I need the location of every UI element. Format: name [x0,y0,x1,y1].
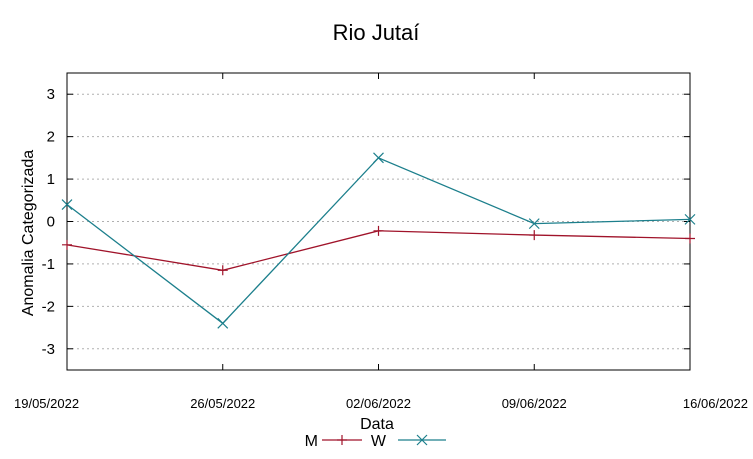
y-tick-label: -1 [42,256,55,273]
legend-label-m: M [305,433,318,450]
x-tick-label: 02/06/2022 [346,396,411,411]
data-point-m [373,225,384,236]
grid-lines [67,93,690,350]
data-point-w [61,199,73,210]
y-axis-label: Anomalia Categorizada [20,150,37,316]
y-tick-label: 0 [47,214,55,231]
data-point-w [528,218,540,230]
series-line-w [66,157,691,325]
y-tick-label: 3 [47,86,55,103]
legend-marker-w [416,434,428,446]
series-m [62,225,695,276]
data-point-w [373,152,384,164]
data-point-m [62,239,72,250]
y-tick-label: 1 [47,171,55,188]
y-tick-label: 2 [47,129,55,146]
y-axis-ticks: 3 2 1 0 -1 -2 -3 [42,86,690,358]
legend-label-w: W [371,433,387,450]
x-tick-label: 09/06/2022 [502,396,567,411]
series-layer [61,152,696,329]
y-tick-label: -2 [42,298,55,315]
chart-title: Rio Jutaí [333,20,420,45]
legend-marker-m [337,435,347,445]
data-point-w [217,317,229,329]
data-point-w [684,213,696,225]
data-point-m [217,265,228,276]
x-tick-label: 19/05/2022 [14,396,79,411]
data-point-m [529,230,540,241]
y-tick-label: -3 [42,341,55,358]
x-tick-label: 16/06/2022 [683,396,748,411]
x-axis-ticks: 19/05/2022 26/05/2022 02/06/2022 09/06/2022… [14,73,748,411]
data-point-m [685,233,695,244]
x-tick-label: 26/05/2022 [190,396,255,411]
x-axis-label: Data [360,416,394,433]
series-w [61,152,696,329]
